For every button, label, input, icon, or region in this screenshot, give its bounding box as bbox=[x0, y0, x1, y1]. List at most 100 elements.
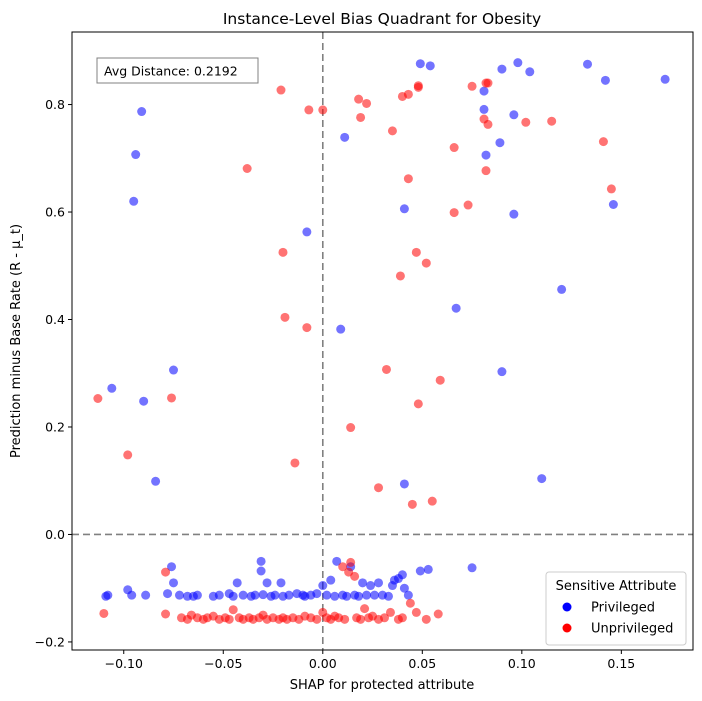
point-privileged bbox=[256, 566, 266, 576]
point-privileged bbox=[139, 396, 149, 406]
point-unprivileged bbox=[435, 375, 445, 385]
legend-label-unprivileged: Unprivileged bbox=[591, 622, 673, 637]
point-privileged bbox=[163, 589, 173, 599]
point-privileged bbox=[370, 590, 380, 600]
point-unprivileged bbox=[381, 364, 391, 374]
point-privileged bbox=[537, 474, 547, 484]
point-privileged bbox=[192, 590, 202, 600]
point-unprivileged bbox=[161, 609, 171, 619]
point-privileged bbox=[415, 59, 425, 69]
x-tick-label: −0.05 bbox=[204, 656, 242, 671]
y-axis-label: Prediction minus Base Rate (R - μ_t) bbox=[9, 224, 24, 458]
plot-frame bbox=[71, 31, 694, 651]
legend-title: Sensitive Attribute bbox=[556, 579, 677, 594]
point-privileged bbox=[358, 578, 368, 588]
point-privileged bbox=[600, 75, 610, 85]
point-unprivileged bbox=[467, 81, 477, 91]
point-unprivileged bbox=[276, 85, 286, 95]
point-unprivileged bbox=[290, 458, 300, 468]
point-privileged bbox=[256, 556, 266, 566]
point-privileged bbox=[366, 581, 376, 591]
point-privileged bbox=[354, 591, 364, 601]
point-privileged bbox=[340, 132, 350, 142]
point-privileged bbox=[525, 67, 535, 77]
point-unprivileged bbox=[547, 116, 557, 126]
y-axis-ticks: −0.2 0.0 0.2 0.4 0.6 0.8 bbox=[35, 97, 72, 649]
point-unprivileged bbox=[379, 613, 389, 623]
point-privileged bbox=[497, 64, 507, 74]
point-privileged bbox=[322, 590, 332, 600]
point-privileged bbox=[399, 204, 409, 214]
point-privileged bbox=[302, 227, 312, 237]
point-privileged bbox=[129, 196, 139, 206]
point-privileged bbox=[151, 476, 161, 486]
point-privileged bbox=[326, 575, 336, 585]
data-points bbox=[93, 58, 670, 624]
point-privileged bbox=[169, 578, 179, 588]
y-tick-label: 0.0 bbox=[45, 527, 65, 542]
point-unprivileged bbox=[427, 496, 437, 506]
point-unprivileged bbox=[350, 571, 360, 581]
plot-area bbox=[72, 32, 693, 650]
y-tick-label: 0.8 bbox=[45, 97, 65, 112]
point-privileged bbox=[374, 578, 384, 588]
point-unprivileged bbox=[403, 174, 413, 184]
point-privileged bbox=[107, 383, 117, 393]
point-privileged bbox=[318, 581, 328, 591]
point-unprivileged bbox=[387, 126, 397, 136]
point-unprivileged bbox=[99, 608, 109, 618]
point-unprivileged bbox=[421, 258, 431, 268]
point-unprivileged bbox=[242, 163, 252, 173]
chart-title: Instance-Level Bias Quadrant for Obesity bbox=[223, 10, 541, 28]
point-unprivileged bbox=[304, 105, 314, 115]
point-privileged bbox=[137, 107, 147, 117]
y-tick-label: 0.2 bbox=[45, 419, 65, 434]
point-privileged bbox=[403, 590, 413, 600]
x-axis-ticks: −0.10 −0.05 0.00 0.05 0.10 0.15 bbox=[105, 650, 635, 671]
x-tick-label: 0.15 bbox=[607, 656, 635, 671]
point-privileged bbox=[312, 589, 322, 599]
point-privileged bbox=[383, 591, 393, 601]
point-unprivileged bbox=[598, 137, 608, 147]
point-unprivileged bbox=[421, 614, 431, 624]
point-privileged bbox=[103, 590, 113, 600]
point-privileged bbox=[479, 104, 489, 114]
legend: Sensitive Attribute Privileged Unprivile… bbox=[545, 571, 687, 646]
point-unprivileged bbox=[161, 567, 171, 577]
point-unprivileged bbox=[278, 247, 288, 257]
point-privileged bbox=[284, 590, 294, 600]
point-privileged bbox=[660, 74, 670, 84]
point-privileged bbox=[258, 590, 268, 600]
point-unprivileged bbox=[356, 112, 366, 122]
point-privileged bbox=[174, 590, 184, 600]
point-privileged bbox=[399, 583, 409, 593]
point-privileged bbox=[127, 590, 137, 600]
point-unprivileged bbox=[521, 117, 531, 127]
point-unprivileged bbox=[346, 557, 356, 567]
point-unprivileged bbox=[433, 609, 443, 619]
point-unprivileged bbox=[397, 613, 407, 623]
point-unprivileged bbox=[481, 166, 491, 176]
point-unprivileged bbox=[340, 614, 350, 624]
x-tick-label: 0.00 bbox=[309, 656, 337, 671]
y-tick-label: 0.4 bbox=[45, 312, 65, 327]
point-unprivileged bbox=[606, 184, 616, 194]
point-privileged bbox=[238, 590, 248, 600]
point-privileged bbox=[397, 570, 407, 580]
legend-label-privileged: Privileged bbox=[591, 601, 655, 616]
point-unprivileged bbox=[167, 393, 177, 403]
point-unprivileged bbox=[360, 604, 370, 614]
annotation-box: Avg Distance: 0.2192 bbox=[96, 57, 259, 84]
point-unprivileged bbox=[362, 98, 372, 108]
point-privileged bbox=[451, 303, 461, 313]
point-privileged bbox=[481, 150, 491, 160]
point-unprivileged bbox=[413, 399, 423, 409]
point-unprivileged bbox=[374, 483, 384, 493]
point-unprivileged bbox=[385, 607, 395, 617]
point-privileged bbox=[336, 324, 346, 334]
x-tick-label: −0.10 bbox=[105, 656, 143, 671]
point-unprivileged bbox=[312, 614, 322, 624]
point-unprivileged bbox=[224, 614, 234, 624]
point-unprivileged bbox=[354, 94, 364, 104]
